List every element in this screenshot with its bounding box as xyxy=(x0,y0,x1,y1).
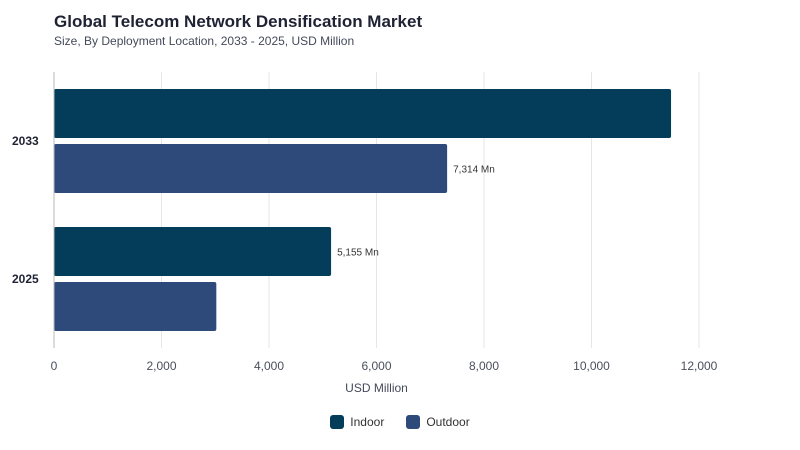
data-labels: 7,314 Mn 5,155 Mn xyxy=(337,165,495,259)
bar-indoor-2025 xyxy=(54,227,332,276)
data-label: 7,314 Mn xyxy=(453,165,495,176)
legend-label: Indoor xyxy=(350,415,385,429)
data-label: 5,155 Mn xyxy=(337,248,379,259)
chart-subtitle: Size, By Deployment Location, 2033 - 202… xyxy=(54,34,355,48)
category-label-2033: 2033 xyxy=(12,134,39,148)
bar-outdoor-2033 xyxy=(54,144,448,193)
legend-label: Outdoor xyxy=(426,415,470,429)
category-labels: 2033 2025 xyxy=(12,134,39,286)
legend: Indoor Outdoor xyxy=(0,415,800,429)
x-tick-label: 6,000 xyxy=(361,359,391,373)
x-tick-label: 0 xyxy=(51,359,58,373)
x-tick-label: 10,000 xyxy=(573,359,610,373)
bar-outdoor-2025 xyxy=(54,282,217,331)
legend-swatch xyxy=(406,415,421,429)
bar-indoor-2033 xyxy=(54,89,672,138)
legend-swatch xyxy=(330,415,345,429)
x-tick-label: 12,000 xyxy=(681,359,718,373)
legend-item-outdoor[interactable]: Outdoor xyxy=(406,415,470,429)
category-label-2025: 2025 xyxy=(12,272,39,286)
x-tick-labels: 0 2,000 4,000 6,000 8,000 10,000 12,000 xyxy=(51,359,718,373)
x-tick-label: 2,000 xyxy=(146,359,176,373)
x-axis-title: USD Million xyxy=(345,381,408,395)
x-tick-label: 8,000 xyxy=(469,359,499,373)
chart-title: Global Telecom Network Densification Mar… xyxy=(54,12,423,31)
legend-item-indoor[interactable]: Indoor xyxy=(330,415,384,429)
bars xyxy=(54,89,672,331)
x-tick-label: 4,000 xyxy=(254,359,284,373)
